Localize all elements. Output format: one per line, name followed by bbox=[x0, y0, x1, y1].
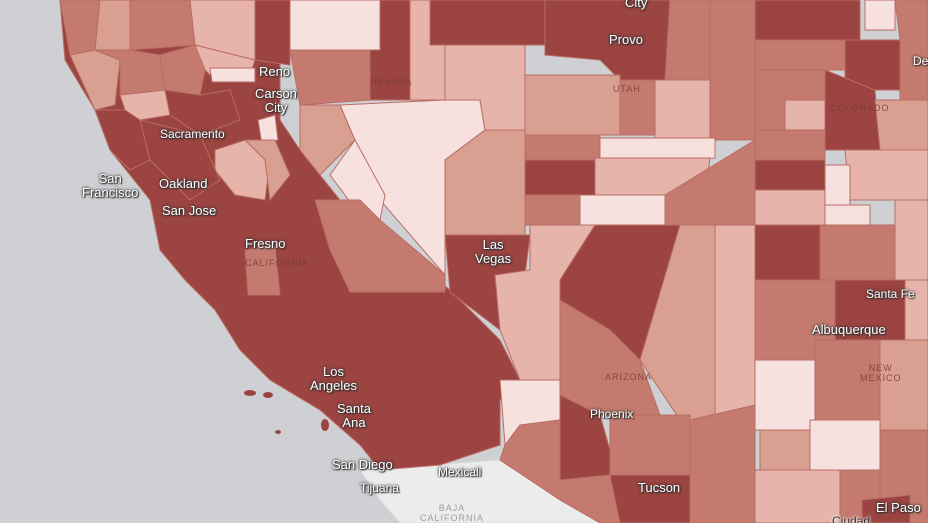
county[interactable] bbox=[754, 224, 821, 281]
county[interactable] bbox=[754, 129, 826, 161]
city-label-mexicali[interactable]: Mexicali bbox=[438, 465, 482, 479]
region-label-colorado: COLORADO bbox=[830, 103, 890, 113]
city-label-tijuana[interactable]: Tijuana bbox=[360, 481, 399, 495]
city-label-santa-fe[interactable]: Santa Fe bbox=[866, 287, 915, 301]
county[interactable] bbox=[784, 99, 826, 131]
city-label-provo[interactable]: Provo bbox=[609, 32, 643, 47]
county[interactable] bbox=[759, 429, 811, 471]
county[interactable] bbox=[894, 199, 928, 281]
county[interactable] bbox=[159, 44, 206, 96]
county[interactable] bbox=[754, 39, 846, 71]
region-label-nevada: NEVADA bbox=[370, 77, 413, 87]
city-label-los-angeles[interactable]: Los Angeles bbox=[310, 364, 357, 393]
county[interactable] bbox=[119, 89, 171, 121]
island bbox=[263, 392, 273, 398]
county[interactable] bbox=[754, 189, 826, 226]
city-label-den[interactable]: De bbox=[913, 54, 928, 68]
county[interactable] bbox=[289, 0, 381, 51]
region-label-new-mexico: NEW MEXICO bbox=[860, 363, 902, 383]
county[interactable] bbox=[524, 159, 596, 196]
county[interactable] bbox=[524, 194, 581, 226]
city-label-albuquerque[interactable]: Albuquerque bbox=[812, 322, 886, 337]
county[interactable] bbox=[524, 134, 601, 161]
county[interactable] bbox=[709, 0, 756, 141]
city-label-oakland[interactable]: Oakland bbox=[159, 176, 208, 191]
city-label-las-vegas[interactable]: Las Vegas bbox=[475, 237, 512, 266]
county[interactable] bbox=[809, 419, 881, 471]
county[interactable] bbox=[894, 0, 928, 101]
county[interactable] bbox=[874, 99, 928, 151]
city-label-reno[interactable]: Reno bbox=[259, 64, 291, 79]
county[interactable] bbox=[289, 49, 371, 106]
city-label-san-francisco[interactable]: San Francisco bbox=[82, 171, 139, 200]
region-label-utah: UTAH bbox=[613, 84, 641, 94]
county[interactable] bbox=[754, 469, 841, 523]
county[interactable] bbox=[129, 0, 196, 51]
county[interactable] bbox=[824, 164, 851, 206]
county[interactable] bbox=[164, 89, 241, 136]
county[interactable] bbox=[844, 149, 928, 201]
island bbox=[275, 430, 281, 434]
county[interactable] bbox=[243, 139, 291, 202]
county[interactable] bbox=[664, 0, 716, 86]
city-label-sacramento[interactable]: Sacramento bbox=[160, 127, 225, 141]
county[interactable] bbox=[579, 194, 666, 226]
county[interactable] bbox=[754, 0, 861, 41]
county[interactable] bbox=[524, 74, 621, 136]
city-label-san-diego[interactable]: San Diego bbox=[332, 457, 393, 472]
county[interactable] bbox=[209, 67, 256, 83]
city-label-san-jose[interactable]: San Jose bbox=[162, 203, 217, 218]
county[interactable] bbox=[244, 244, 281, 296]
city-label-fresno[interactable]: Fresno bbox=[245, 236, 286, 251]
county[interactable] bbox=[609, 414, 691, 476]
county[interactable] bbox=[94, 0, 131, 51]
county[interactable] bbox=[879, 339, 928, 431]
county[interactable] bbox=[299, 104, 356, 176]
county[interactable] bbox=[689, 404, 756, 523]
county[interactable] bbox=[257, 114, 279, 146]
county[interactable] bbox=[429, 0, 546, 46]
county[interactable] bbox=[754, 359, 816, 431]
county[interactable] bbox=[654, 79, 711, 141]
region-label-california: CALIFORNIA bbox=[245, 258, 310, 268]
county[interactable] bbox=[819, 224, 896, 281]
city-label-tucson[interactable]: Tucson bbox=[638, 480, 681, 495]
city-label-phoenix[interactable]: Phoenix bbox=[590, 407, 634, 421]
island bbox=[321, 419, 329, 431]
county[interactable] bbox=[714, 224, 756, 421]
city-label-ciudad[interactable]: Ciudad bbox=[832, 514, 871, 523]
county[interactable] bbox=[254, 0, 291, 66]
city-label-carson-city[interactable]: Carson City bbox=[255, 86, 297, 115]
city-label-el-paso[interactable]: El Paso bbox=[876, 500, 921, 515]
county[interactable] bbox=[904, 279, 928, 341]
county[interactable] bbox=[754, 159, 826, 191]
county[interactable] bbox=[314, 199, 446, 293]
county[interactable] bbox=[824, 204, 871, 226]
island bbox=[244, 390, 256, 396]
county[interactable] bbox=[599, 137, 716, 161]
county[interactable] bbox=[139, 119, 221, 201]
county[interactable] bbox=[861, 494, 911, 523]
county[interactable] bbox=[864, 0, 896, 31]
region-label-arizona: ARIZONA bbox=[605, 372, 653, 382]
county[interactable] bbox=[609, 474, 691, 523]
city-label-city-top[interactable]: City bbox=[625, 0, 648, 10]
city-label-santa-ana[interactable]: Santa Ana bbox=[337, 401, 371, 430]
county[interactable] bbox=[69, 49, 121, 111]
region-label-baja-california: BAJA CALIFORNIA bbox=[420, 503, 485, 523]
